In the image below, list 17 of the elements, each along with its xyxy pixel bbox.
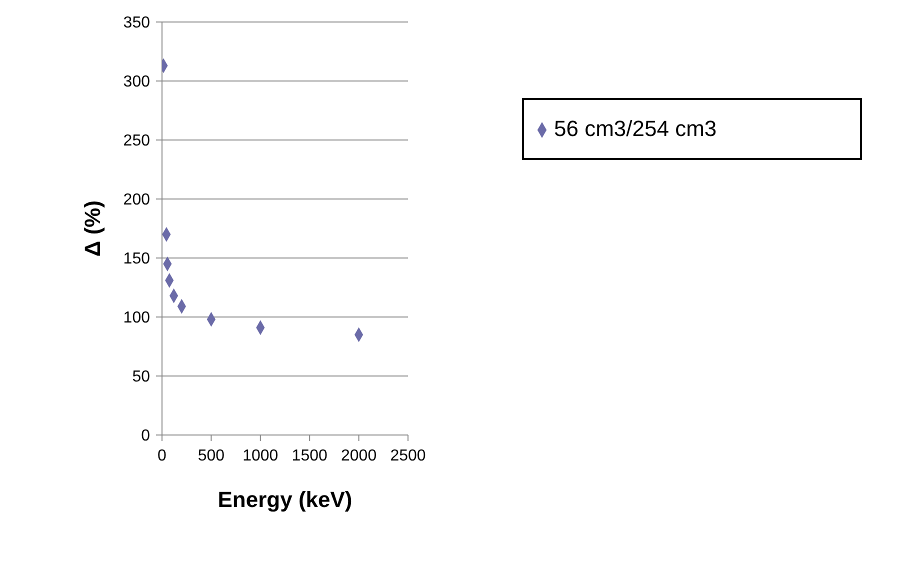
x-tick-label: 0 bbox=[158, 447, 167, 464]
x-tick-label: 2500 bbox=[390, 447, 426, 464]
y-tick-label: 200 bbox=[123, 192, 150, 209]
y-tick-label: 50 bbox=[132, 368, 150, 386]
y-axis-title: Δ (%) bbox=[80, 200, 105, 257]
y-tick-label: 150 bbox=[123, 250, 150, 268]
x-tick-label: 500 bbox=[198, 447, 225, 464]
y-tick-label: 350 bbox=[123, 14, 150, 32]
y-tick-label: 100 bbox=[123, 310, 150, 327]
x-axis-title: Energy (keV) bbox=[218, 487, 352, 512]
x-tick-label: 1000 bbox=[242, 447, 278, 464]
x-tick-label: 2000 bbox=[341, 447, 377, 464]
x-tick-label: 1500 bbox=[292, 447, 328, 464]
y-tick-label: 250 bbox=[123, 132, 150, 150]
y-tick-label: 0 bbox=[141, 428, 150, 445]
legend-label: 56 cm3/254 cm3 bbox=[554, 116, 717, 141]
y-tick-label: 300 bbox=[123, 74, 150, 91]
